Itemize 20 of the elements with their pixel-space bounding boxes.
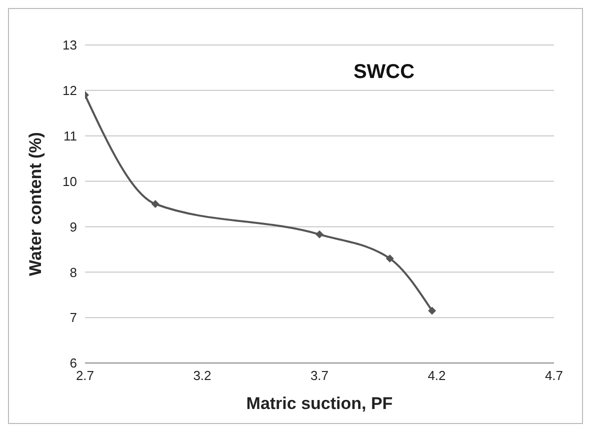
y-tick-label: 11 <box>64 128 77 144</box>
y-tick-label: 12 <box>62 83 77 98</box>
x-tick-label: 3.7 <box>310 368 329 384</box>
x-tick-label: 4.7 <box>544 368 564 384</box>
x-tick-label: 3.2 <box>193 368 212 384</box>
y-tick-label: 13 <box>62 38 77 53</box>
y-tick-label: 9 <box>70 219 77 234</box>
point <box>428 306 436 315</box>
y-tick-label: 8 <box>70 264 77 280</box>
x-axis-title: Matric suction, PF <box>246 394 393 413</box>
point <box>151 200 160 208</box>
y-tick-label: 6 <box>70 356 77 371</box>
y-tick-label: 10 <box>62 174 77 189</box>
x-tick-label: 2.7 <box>76 368 94 384</box>
point <box>316 230 324 238</box>
y-tick-label: 7 <box>70 310 77 326</box>
x-tick-label: 4.2 <box>428 368 446 384</box>
point <box>386 254 394 263</box>
y-axis-title: Water content (%) <box>26 132 46 276</box>
text: SWCC <box>352 61 416 84</box>
